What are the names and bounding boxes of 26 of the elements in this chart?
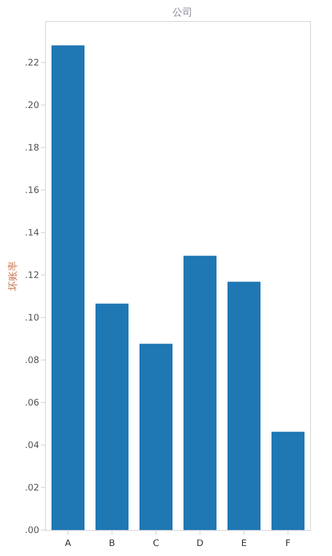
y-tick-label: .22 bbox=[24, 58, 40, 69]
y-tick-label: .16 bbox=[24, 186, 40, 196]
y-tick-label: .12 bbox=[24, 271, 40, 282]
y-tick-label: .14 bbox=[24, 228, 40, 239]
x-tick-label: B bbox=[108, 538, 116, 549]
x-tick-label: A bbox=[64, 538, 72, 549]
y-tick-label: .20 bbox=[24, 101, 40, 112]
y-tick-label: .04 bbox=[24, 441, 40, 452]
y-tick-label: .06 bbox=[24, 398, 40, 409]
x-tick-label: E bbox=[241, 538, 248, 549]
y-axis-title: 坏账率 bbox=[6, 261, 19, 292]
chart-title: 公司 bbox=[172, 6, 193, 18]
y-tick-label: .00 bbox=[24, 526, 40, 536]
y-tick-label: .18 bbox=[24, 144, 40, 154]
x-tick-label: C bbox=[152, 538, 160, 549]
bar bbox=[52, 45, 84, 530]
bar bbox=[96, 304, 128, 530]
y-tick-label: .08 bbox=[24, 356, 40, 366]
bar bbox=[184, 256, 216, 530]
bar bbox=[228, 282, 260, 530]
y-tick-label: .02 bbox=[24, 484, 40, 494]
x-tick-label: F bbox=[285, 538, 291, 549]
x-tick-label: D bbox=[196, 538, 204, 549]
bar bbox=[272, 432, 304, 530]
bar bbox=[140, 344, 172, 530]
y-tick-label: .10 bbox=[24, 314, 40, 324]
